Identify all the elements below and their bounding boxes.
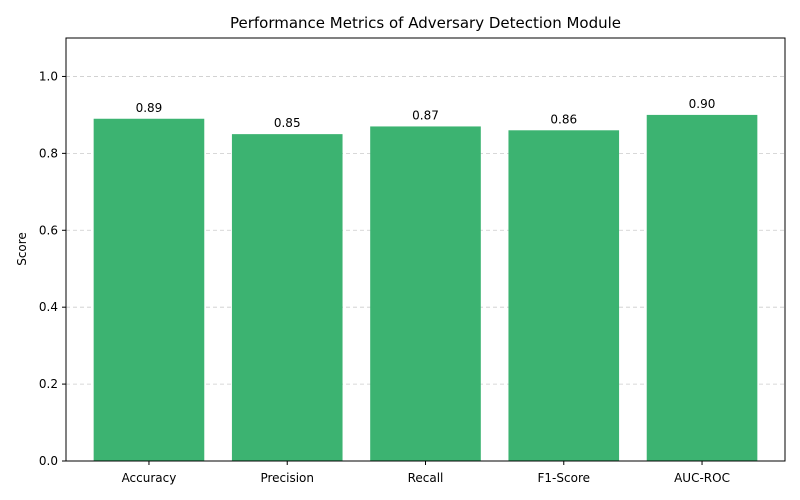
bar [370,126,481,461]
bars [93,114,758,462]
y-tick-label: 0.0 [39,454,58,468]
x-axis-ticks: Accuracy Precision Recall F1-Score AUC-ROC [122,461,730,485]
y-tick-label: 0.8 [39,146,58,160]
y-axis-label: Score [15,232,29,266]
x-tick-label: Recall [408,471,444,485]
bar-value-label: 0.86 [550,112,577,126]
y-tick-label: 1.0 [39,69,58,83]
data-labels: 0.89 0.85 0.87 0.86 0.90 [136,97,716,130]
bar [93,118,205,461]
bar [646,114,758,461]
y-tick-label: 0.4 [39,300,58,314]
y-tick-label: 0.2 [39,377,58,391]
bar [508,130,620,462]
x-tick-label: AUC-ROC [674,471,730,485]
bar-value-label: 0.87 [412,108,439,122]
x-tick-label: F1-Score [538,471,590,485]
x-tick-label: Accuracy [122,471,177,485]
bar-value-label: 0.89 [136,101,163,115]
bar [231,134,343,462]
plot-frame [65,37,786,462]
x-tick-label: Precision [260,471,314,485]
y-axis-ticks: 0.0 0.2 0.4 0.6 0.8 1.0 [39,69,66,468]
chart-title: Performance Metrics of Adversary Detecti… [230,14,621,32]
bar-value-label: 0.90 [689,97,716,111]
y-tick-label: 0.6 [39,223,58,237]
bar-value-label: 0.85 [274,116,301,130]
